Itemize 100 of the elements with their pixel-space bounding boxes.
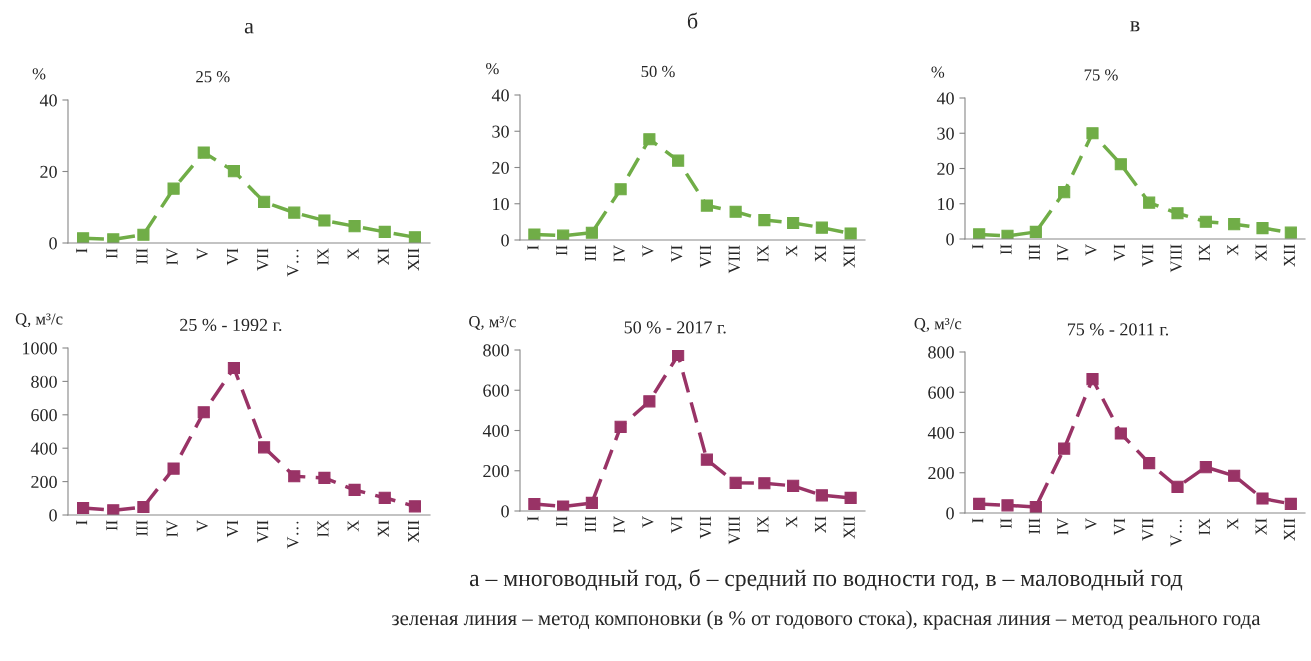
- chart-title: б: [687, 12, 698, 29]
- x-tick-label: XI: [814, 245, 826, 263]
- x-tick-label: III: [1028, 244, 1040, 260]
- x-tick-label: III: [1028, 518, 1040, 534]
- y-tick-label: 0: [501, 505, 509, 518]
- y-tick-label: 10: [493, 198, 509, 211]
- x-tick-label: VI: [671, 245, 683, 263]
- point: [1001, 499, 1014, 512]
- point: [528, 497, 541, 511]
- x-tick-label: VIII: [728, 516, 740, 545]
- point: [1284, 497, 1297, 511]
- point: [1001, 229, 1014, 239]
- point: [318, 214, 331, 227]
- x-tick-label: VI: [1113, 518, 1126, 536]
- x-tick-label: X: [347, 248, 359, 260]
- x-tick-label: X: [786, 245, 798, 257]
- point: [672, 154, 685, 167]
- x-tick-label: VII: [257, 248, 269, 271]
- point: [137, 500, 150, 514]
- x-tick-label: II: [556, 245, 568, 256]
- x-tick-label: VII: [1142, 518, 1154, 541]
- x-tick-label: II: [106, 520, 118, 531]
- x-tick-label: VIII: [1170, 244, 1182, 273]
- x-tick-label: XII: [843, 516, 855, 539]
- point: [815, 489, 828, 502]
- point: [1199, 461, 1212, 474]
- x-tick-label: II: [556, 516, 568, 527]
- y-tick-label: 800: [928, 346, 954, 359]
- x-tick-label: III: [136, 248, 148, 264]
- y-tick-label: 400: [482, 424, 509, 437]
- point: [227, 361, 240, 375]
- x-tick-label: VII: [1142, 244, 1154, 267]
- point: [408, 231, 421, 243]
- x-tick-label: IX: [317, 520, 329, 537]
- point: [1058, 442, 1071, 455]
- point: [77, 501, 90, 515]
- point: [729, 476, 742, 489]
- x-tick-label: V: [1085, 518, 1097, 530]
- point: [167, 462, 180, 475]
- point: [973, 228, 986, 239]
- x-tick-label: I: [972, 518, 984, 523]
- point: [318, 471, 331, 484]
- x-tick-label: XII: [1283, 518, 1295, 541]
- x-tick-label: IX: [1198, 518, 1210, 535]
- chart-title: в: [1130, 21, 1140, 32]
- point: [729, 205, 742, 218]
- x-tick-label: VII: [699, 245, 712, 268]
- x-tick-label: IV: [613, 245, 625, 262]
- text: зеленая линия – метод компоновки (в % от годового стока), красная линия – метод реального года: [391, 610, 1261, 630]
- x-tick-label: XI: [1255, 244, 1267, 262]
- y-tick-label: 1000: [23, 342, 57, 355]
- x-tick-label: XI: [814, 516, 826, 534]
- x-tick-label: IX: [757, 245, 769, 262]
- point: [1143, 196, 1156, 209]
- point: [77, 232, 90, 243]
- point: [348, 483, 361, 497]
- y-tick-label: 0: [946, 507, 954, 520]
- y-axis-title: Q, м³/с: [15, 313, 63, 328]
- y-axis-title: %: [32, 68, 46, 80]
- x-tick-label: VII: [699, 516, 712, 539]
- point: [1114, 158, 1127, 171]
- x-tick-label: XI: [377, 520, 389, 538]
- point: [1228, 469, 1241, 482]
- y-tick-label: 600: [483, 384, 509, 397]
- y-tick-label: 30: [937, 127, 954, 140]
- point: [1284, 226, 1297, 239]
- y-tick-label: 800: [31, 375, 57, 388]
- point: [758, 213, 771, 227]
- y-tick-label: 200: [31, 475, 57, 489]
- point: [258, 195, 271, 208]
- point: [643, 395, 656, 408]
- point: [1143, 457, 1156, 470]
- x-tick-label: VI: [227, 520, 239, 538]
- point: [227, 165, 240, 178]
- chart-title: а: [244, 22, 254, 34]
- y-tick-label: 400: [927, 426, 954, 439]
- x-tick-label: VIII: [728, 245, 740, 274]
- x-tick-label: XII: [843, 245, 855, 268]
- point: [1029, 500, 1042, 513]
- y-axis-title: Q, м³/с: [469, 316, 516, 330]
- chart-subtitle: 25 %: [196, 71, 230, 83]
- chart-subtitle: 50 %: [641, 65, 675, 78]
- point: [197, 406, 210, 419]
- y-tick-label: 20: [937, 162, 954, 175]
- x-tick-label: II: [1000, 518, 1012, 529]
- x-tick-label: V: [642, 245, 654, 257]
- y-tick-label: 10: [938, 198, 954, 211]
- point: [844, 227, 857, 240]
- point: [107, 233, 120, 243]
- y-tick-label: 0: [49, 237, 57, 250]
- point: [1086, 373, 1099, 386]
- point: [643, 133, 656, 146]
- x-tick-label: V…: [287, 249, 299, 277]
- x-tick-label: I: [527, 245, 539, 250]
- point: [585, 226, 598, 239]
- point: [528, 228, 541, 240]
- x-tick-label: IV: [166, 248, 178, 265]
- x-tick-label: V: [642, 516, 654, 528]
- point: [1256, 222, 1269, 235]
- x-tick-label: XI: [377, 248, 389, 266]
